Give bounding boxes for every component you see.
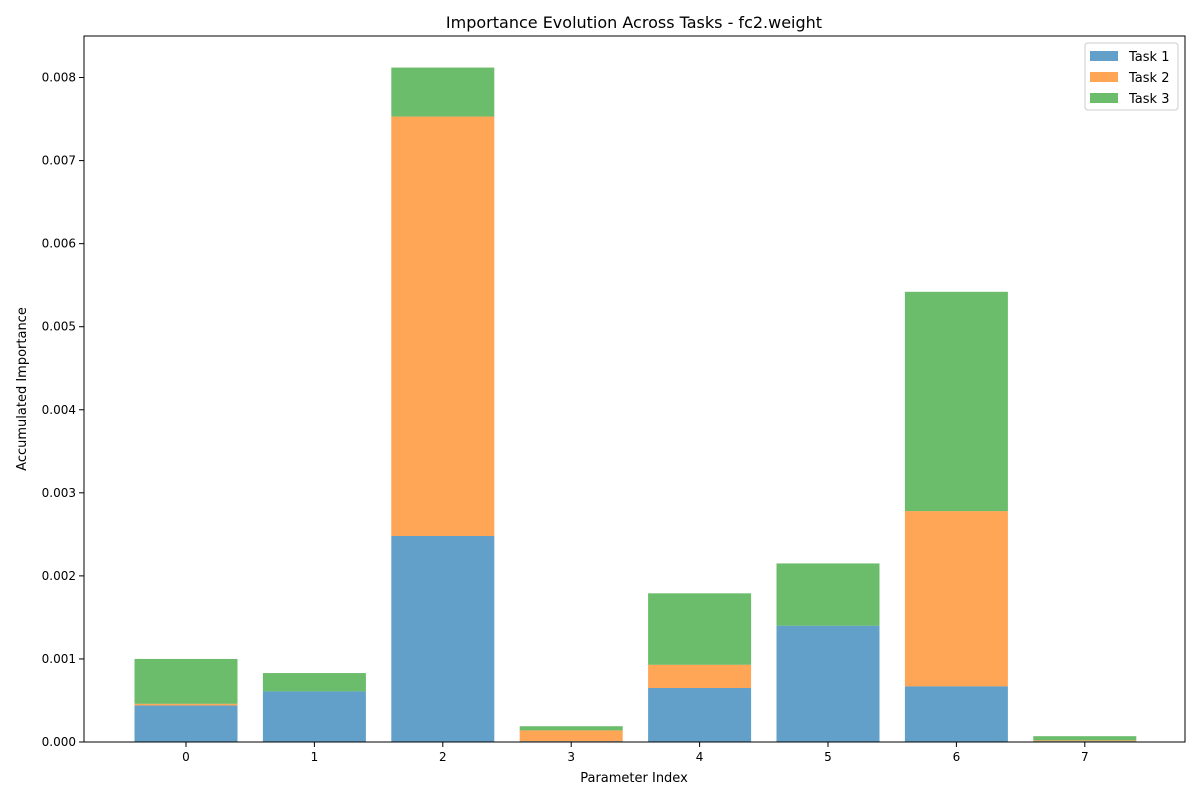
- legend-label: Task 2: [1128, 71, 1169, 86]
- y-tick-label: 0.006: [42, 237, 76, 251]
- x-tick-label: 0: [182, 750, 190, 764]
- bar-2-task1: [391, 536, 495, 742]
- y-tick-label: 0.007: [42, 154, 76, 168]
- y-tick-label: 0.005: [42, 320, 76, 334]
- plot-frame: [83, 35, 1186, 743]
- x-axis: 0 1 2 3 4 5 6 7: [182, 742, 1089, 764]
- bar-6-task2: [904, 511, 1008, 687]
- x-tick-label: 3: [567, 750, 575, 764]
- x-tick-label: 2: [439, 750, 447, 764]
- y-tick-label: 0.002: [42, 569, 76, 583]
- y-tick-label: 0.000: [42, 735, 76, 749]
- x-tick-label: 4: [696, 750, 704, 764]
- bar-3-task2: [519, 730, 623, 742]
- bar-0-task2: [134, 703, 238, 706]
- legend-swatch: [1090, 93, 1118, 103]
- bar-1-task1: [262, 691, 366, 742]
- bar-4-task3: [648, 593, 752, 665]
- legend-swatch: [1090, 51, 1118, 61]
- x-axis-label: Parameter Index: [580, 771, 688, 786]
- bar-2-task3: [391, 67, 495, 117]
- bar-0-task1: [134, 705, 238, 742]
- x-tick-label: 5: [824, 750, 832, 764]
- legend: Task 1 Task 2 Task 3: [1084, 42, 1179, 111]
- legend-label: Task 1: [1128, 50, 1169, 65]
- x-tick-label: 7: [1081, 750, 1089, 764]
- legend-swatch: [1090, 72, 1118, 82]
- chart-title: Importance Evolution Across Tasks - fc2.…: [446, 13, 822, 32]
- bar-7-task3: [1033, 736, 1137, 741]
- bar-2-task2: [391, 116, 495, 537]
- bar-3-task3: [519, 726, 623, 731]
- bars-group: [134, 67, 1137, 742]
- bar-5-task3: [776, 563, 880, 626]
- bar-6-task1: [904, 686, 1008, 742]
- y-tick-label: 0.008: [42, 71, 76, 85]
- x-tick-label: 1: [311, 750, 319, 764]
- bar-7-task2: [1033, 740, 1137, 742]
- bar-4-task1: [648, 688, 752, 742]
- y-axis-label: Accumulated Importance: [15, 307, 30, 471]
- y-tick-label: 0.003: [42, 486, 76, 500]
- bar-1-task3: [262, 673, 366, 692]
- legend-label: Task 3: [1128, 92, 1169, 107]
- bar-4-task2: [648, 664, 752, 689]
- y-tick-label: 0.001: [42, 652, 76, 666]
- bar-5-task1: [776, 625, 880, 742]
- y-axis: 0.000 0.001 0.002 0.003 0.004 0.005 0.006 0.007…: [42, 71, 84, 749]
- x-tick-label: 6: [953, 750, 961, 764]
- bar-6-task3: [904, 291, 1008, 512]
- y-tick-label: 0.004: [42, 403, 76, 417]
- bar-0-task3: [134, 658, 238, 704]
